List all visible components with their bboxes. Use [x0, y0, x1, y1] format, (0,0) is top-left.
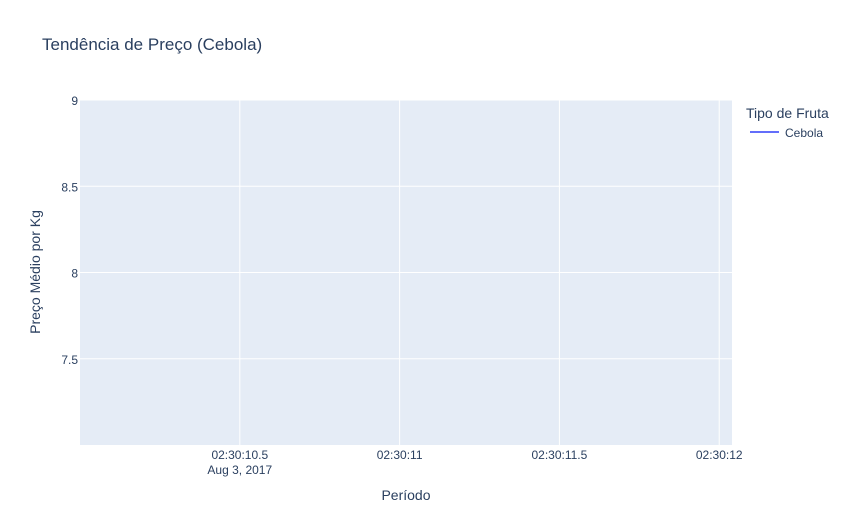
x-tick-label: 02:30:10.5: [211, 448, 268, 462]
chart-title: Tendência de Preço (Cebola): [42, 35, 262, 54]
x-tick-label: 02:30:11: [377, 448, 423, 462]
x-tick-label: 02:30:12: [696, 448, 743, 462]
legend-items: Cebola: [750, 126, 823, 140]
y-axis-ticks: 7.5 8 8.5 9: [61, 94, 78, 367]
legend[interactable]: Tipo de Fruta Cebola: [746, 105, 829, 140]
y-tick-label: 8.5: [61, 180, 78, 194]
y-tick-label: 7.5: [61, 353, 78, 367]
x-axis-label: Período: [381, 487, 430, 503]
grid-lines: [80, 99, 732, 445]
x-tick-sublabel: Aug 3, 2017: [207, 463, 272, 477]
y-axis-label: Preço Médio por Kg: [27, 210, 43, 334]
y-tick-label: 9: [71, 94, 78, 108]
x-tick-label: 02:30:11.5: [531, 448, 587, 462]
legend-item-label: Cebola: [785, 126, 823, 140]
y-tick-label: 8: [71, 267, 78, 281]
legend-title: Tipo de Fruta: [746, 105, 829, 121]
